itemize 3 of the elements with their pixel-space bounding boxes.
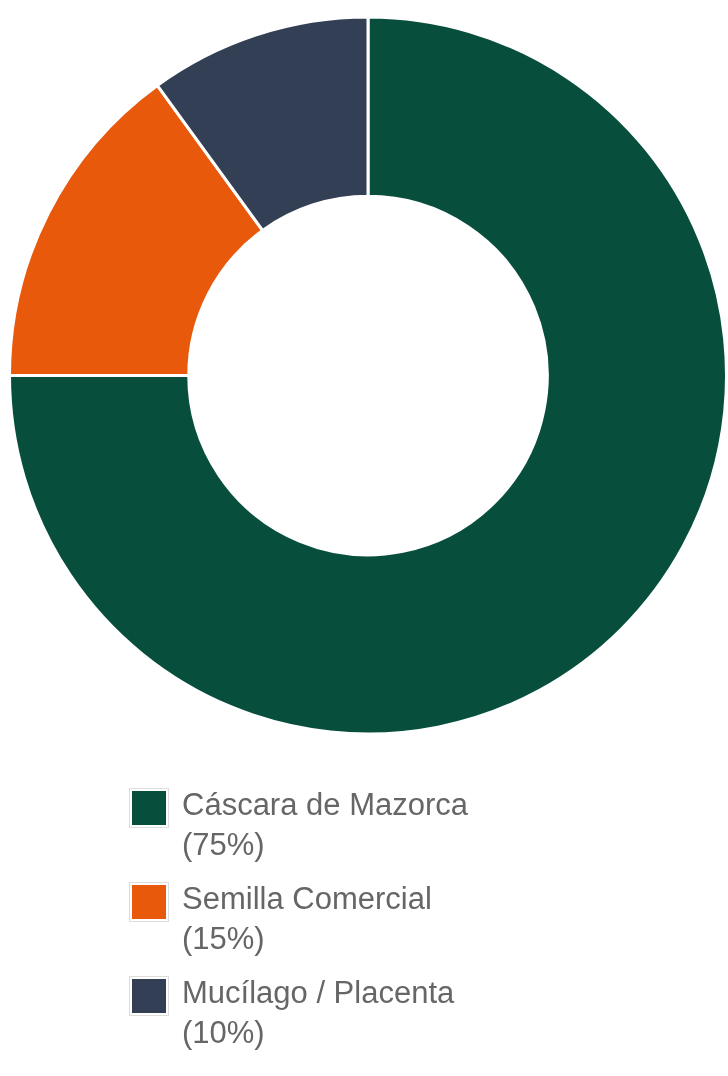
legend-label: Semilla Comercial (15%) (182, 880, 433, 958)
legend-label: Cáscara de Mazorca (75%) (182, 786, 469, 864)
legend-label: Mucílago / Placenta (10%) (182, 974, 456, 1052)
